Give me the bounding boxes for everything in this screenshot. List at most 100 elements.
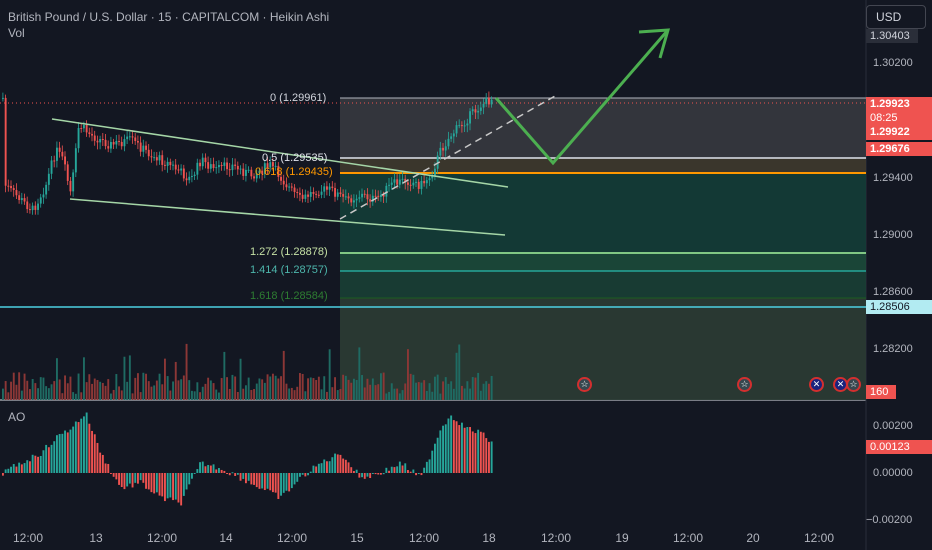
candle-body	[12, 188, 15, 191]
volume-bar	[369, 384, 372, 400]
forecast-path-arrow[interactable]	[494, 29, 670, 166]
candle-body	[4, 97, 7, 186]
ao-bar	[18, 462, 21, 473]
ao-bar	[236, 473, 239, 475]
fib-zone-618-1272	[340, 173, 866, 253]
candle-body	[282, 180, 285, 185]
candle-body	[412, 182, 415, 186]
volume-bar	[50, 384, 53, 400]
ao-bar	[458, 425, 461, 473]
volume-bar	[220, 378, 223, 400]
volume-bar	[420, 382, 423, 400]
uk-flag-icon[interactable]: ✕	[809, 377, 824, 392]
us-flag-icon[interactable]: ☆	[737, 377, 752, 392]
time-label: 12:00	[408, 531, 440, 545]
heikin-ashi-candles[interactable]	[2, 91, 493, 215]
candle-body	[404, 178, 407, 183]
candle-body	[112, 142, 115, 145]
volume-bar	[226, 377, 228, 400]
price-label: 1.28600	[873, 286, 913, 298]
volume-bar	[155, 380, 158, 400]
ao-bar	[31, 454, 34, 473]
volume-bar	[96, 380, 99, 400]
candle-body	[328, 186, 331, 190]
ao-bar	[77, 422, 80, 473]
volume-bar	[463, 388, 466, 400]
volume-bar	[201, 386, 204, 400]
volume-bar	[423, 380, 426, 400]
volume-bar	[2, 388, 4, 400]
volume-bar	[344, 375, 347, 400]
candle-body	[269, 162, 272, 168]
volume-bar	[398, 393, 401, 400]
volume-bar	[355, 379, 358, 400]
volume-indicator-label[interactable]: Vol	[8, 26, 25, 40]
ao-bar	[120, 473, 123, 487]
candle-body	[485, 97, 488, 104]
candle-body	[263, 163, 266, 174]
candle-body	[307, 194, 309, 197]
ao-bar	[369, 473, 372, 479]
ao-bar	[61, 433, 64, 473]
volume-bar	[147, 381, 150, 400]
candle-body	[72, 172, 75, 192]
ao-bar	[482, 432, 485, 473]
volume-bar	[466, 381, 469, 400]
candle-body	[369, 199, 372, 202]
volume-bar	[425, 390, 428, 400]
volume-bar	[444, 377, 447, 400]
candle-body	[193, 174, 196, 176]
ao-bar	[474, 433, 477, 473]
candle-body	[382, 194, 385, 197]
ao-bar	[417, 473, 420, 475]
candle-body	[104, 139, 107, 147]
ao-bar	[123, 473, 126, 490]
ao-bar	[342, 458, 345, 473]
candle-body	[66, 164, 69, 181]
ao-indicator-label[interactable]: AO	[8, 410, 26, 424]
ao-bar	[377, 473, 380, 475]
ao-bar	[161, 473, 164, 497]
wedge-upper-trendline[interactable]	[51, 118, 509, 188]
candle-body	[339, 192, 342, 195]
volume-bar	[323, 376, 326, 400]
ao-bar	[134, 473, 137, 483]
volume-bar	[145, 373, 147, 400]
ao-bar	[66, 432, 69, 473]
ao-bar	[220, 469, 223, 473]
volume-bar	[199, 392, 201, 400]
ao-bar	[193, 473, 196, 474]
ao-bar	[56, 435, 58, 473]
candle-body	[482, 103, 485, 108]
ao-bar	[361, 473, 363, 478]
volume-bar	[231, 374, 234, 400]
candle-body	[182, 168, 185, 179]
volume-bar	[180, 379, 183, 400]
ao-bar	[247, 473, 250, 481]
candle-body	[118, 140, 120, 142]
candle-body	[188, 176, 191, 181]
candle-body	[245, 169, 247, 176]
candle-body	[110, 142, 112, 149]
candle-body	[155, 157, 158, 161]
volume-value-tag: 160	[866, 385, 896, 399]
candle-body	[425, 180, 428, 184]
us-flag-icon[interactable]: ☆	[577, 377, 592, 392]
candle-body	[215, 167, 218, 169]
candle-body	[101, 139, 104, 141]
candle-body	[277, 165, 280, 177]
candle-body	[380, 194, 382, 197]
ao-bar	[490, 441, 493, 473]
candle-body	[120, 141, 123, 147]
volume-bar	[142, 372, 145, 400]
us-flag-icon[interactable]: ☆	[846, 377, 861, 392]
fib-label-0: 0 (1.29961)	[270, 92, 327, 104]
currency-button[interactable]: USD	[866, 5, 926, 29]
volume-bar	[366, 378, 369, 400]
ao-bar	[339, 454, 342, 473]
time-label: 15	[350, 531, 364, 545]
wedge-lower-trendline[interactable]	[69, 198, 506, 236]
fib-dashed-trendline[interactable]	[339, 95, 556, 220]
